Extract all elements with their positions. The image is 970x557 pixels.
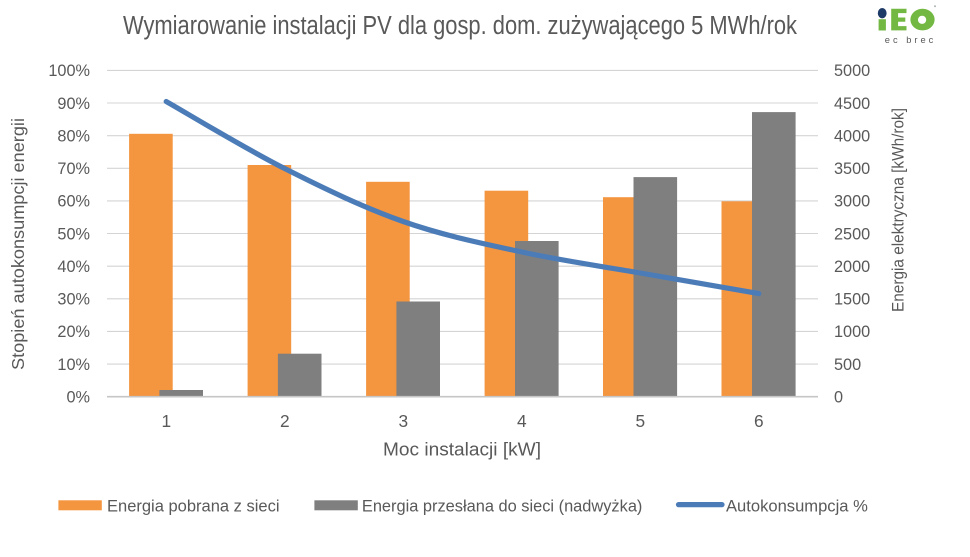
- svg-text:50%: 50%: [57, 225, 90, 243]
- svg-text:Energia elektryczna [kWh/rok]: Energia elektryczna [kWh/rok]: [890, 108, 908, 312]
- svg-text:Autokonsumpcja %: Autokonsumpcja %: [726, 498, 868, 516]
- svg-text:1500: 1500: [834, 291, 870, 309]
- svg-text:1000: 1000: [834, 323, 870, 341]
- svg-text:30%: 30%: [57, 291, 90, 309]
- svg-text:3000: 3000: [834, 193, 870, 211]
- svg-text:4500: 4500: [834, 95, 870, 113]
- svg-text:90%: 90%: [57, 95, 90, 113]
- svg-text:80%: 80%: [57, 128, 90, 146]
- svg-text:2000: 2000: [834, 258, 870, 276]
- svg-text:3500: 3500: [834, 160, 870, 178]
- svg-text:Stopień autokonsumpcji energii: Stopień autokonsumpcji energii: [8, 118, 28, 370]
- svg-text:70%: 70%: [57, 160, 90, 178]
- svg-text:40%: 40%: [57, 258, 90, 276]
- svg-text:Moc instalacji [kW]: Moc instalacji [kW]: [383, 440, 541, 460]
- svg-text:ec brec: ec brec: [885, 35, 937, 45]
- svg-text:0: 0: [834, 389, 843, 407]
- svg-text:2500: 2500: [834, 225, 870, 243]
- svg-text:3: 3: [398, 411, 408, 431]
- svg-text:100%: 100%: [48, 62, 90, 80]
- svg-text:5000: 5000: [834, 62, 870, 80]
- svg-text:60%: 60%: [57, 193, 90, 211]
- svg-text:4: 4: [517, 411, 527, 431]
- svg-text:0%: 0%: [66, 389, 90, 407]
- svg-text:Energia przesłana do sieci (na: Energia przesłana do sieci (nadwyżka): [362, 498, 643, 516]
- svg-text:20%: 20%: [57, 323, 90, 341]
- svg-text:Energia pobrana z sieci: Energia pobrana z sieci: [107, 498, 280, 516]
- svg-text:6: 6: [754, 411, 764, 431]
- svg-text:2: 2: [280, 411, 290, 431]
- svg-text:5: 5: [635, 411, 645, 431]
- svg-text:500: 500: [834, 356, 861, 374]
- svg-text:4000: 4000: [834, 128, 870, 146]
- svg-text:10%: 10%: [57, 356, 90, 374]
- svg-text:1: 1: [161, 411, 171, 431]
- svg-text:Wymiarowanie instalacji PV dla: Wymiarowanie instalacji PV dla gosp. dom…: [123, 12, 797, 40]
